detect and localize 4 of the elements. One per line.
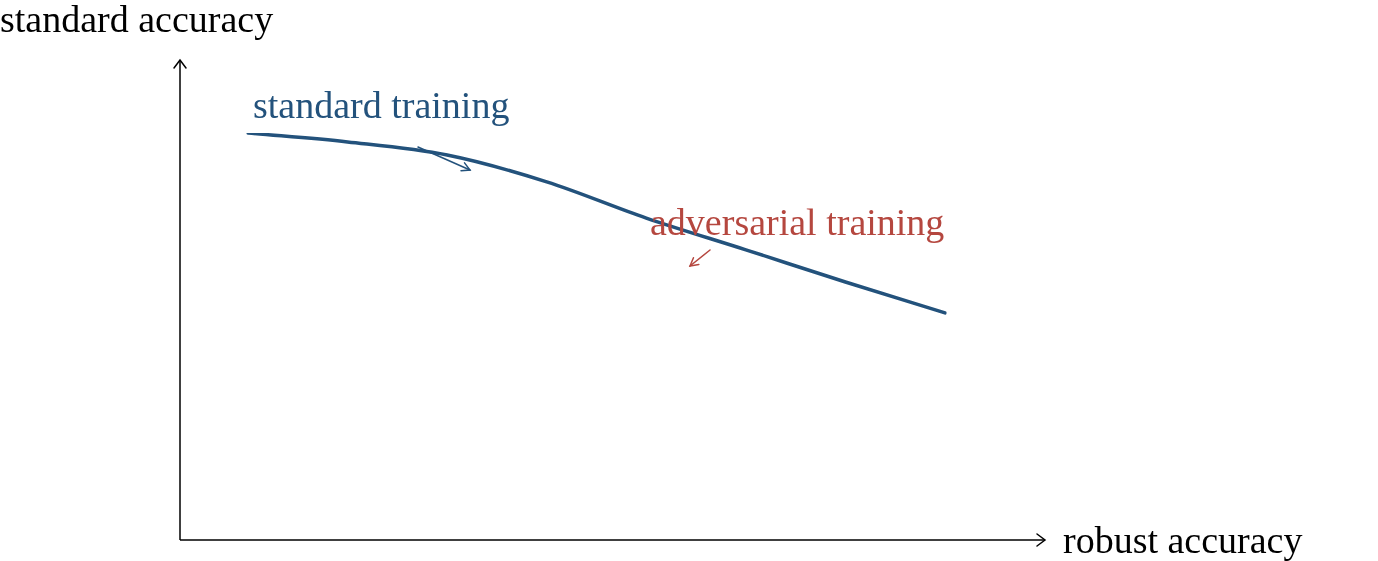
x-axis-title: robust accuracy: [1063, 519, 1303, 561]
y-axis-title: standard accuracy: [0, 0, 274, 40]
annotation: adversarial training: [650, 201, 945, 243]
text: standard training: [253, 84, 510, 126]
